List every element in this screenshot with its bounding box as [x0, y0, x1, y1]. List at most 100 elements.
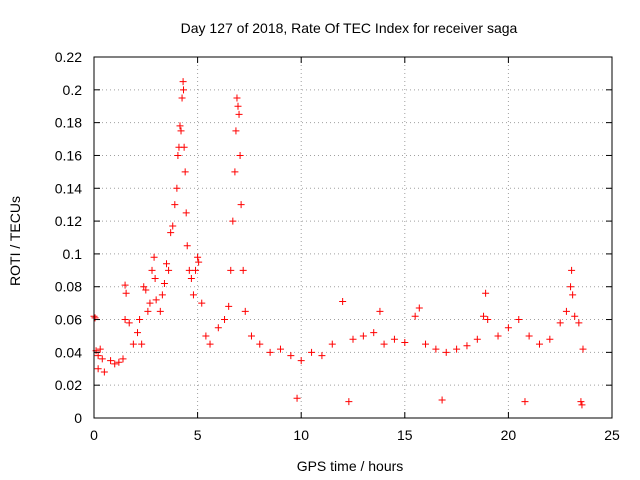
data-point [179, 78, 187, 86]
data-point [185, 266, 193, 274]
data-point [233, 94, 241, 102]
data-point [376, 307, 384, 315]
data-point [181, 168, 189, 176]
tick-labels: 0 5 10 15 20 25 0 0.02 0.04 0.06 0.08 0.1 0.12 0.14 0.… [55, 49, 620, 443]
data-point [100, 368, 108, 376]
data-point [239, 266, 247, 274]
data-point [297, 357, 305, 365]
y-axis-label: ROTI / TECUs [7, 196, 23, 286]
data-point [328, 340, 336, 348]
data-point [578, 401, 586, 409]
x-tick-label: 25 [604, 427, 620, 443]
data-point [237, 201, 245, 209]
data-point [390, 335, 398, 343]
data-point [221, 316, 229, 324]
data-point [482, 289, 490, 297]
data-point [577, 398, 585, 406]
data-point [152, 296, 160, 304]
data-point [187, 275, 195, 283]
data-point [195, 258, 203, 266]
data-point [473, 335, 481, 343]
data-point [94, 352, 102, 360]
y-tick-label: 0.02 [55, 377, 82, 393]
data-point [229, 217, 237, 225]
x-axis-label: GPS time / hours [297, 458, 404, 474]
data-point [115, 358, 123, 366]
x-tick-label: 5 [194, 427, 202, 443]
data-point [432, 345, 440, 353]
data-point [339, 297, 347, 305]
data-point [202, 332, 210, 340]
data-point [158, 291, 166, 299]
data-point [227, 266, 235, 274]
y-tick-label: 0.16 [55, 147, 82, 163]
data-point [91, 314, 99, 322]
data-point [380, 340, 388, 348]
data-point [568, 266, 576, 274]
data-point [521, 398, 529, 406]
data-point [121, 281, 129, 289]
data-point [453, 345, 461, 353]
data-point [171, 201, 179, 209]
data-point [138, 340, 146, 348]
data-point [569, 291, 577, 299]
x-tick-label: 0 [90, 427, 98, 443]
data-point [247, 332, 255, 340]
axis-ticks [93, 56, 613, 419]
x-tick-label: 20 [501, 427, 517, 443]
data-point [189, 291, 197, 299]
data-point [134, 329, 142, 337]
data-point [180, 143, 188, 151]
data-point [287, 352, 295, 360]
data-point [150, 253, 158, 261]
y-tick-label: 0 [74, 410, 82, 426]
y-tick-label: 0.04 [55, 344, 82, 360]
data-point [119, 355, 127, 363]
data-point [192, 266, 200, 274]
data-points [90, 78, 587, 409]
data-point [142, 286, 150, 294]
data-point [144, 307, 152, 315]
data-point [349, 335, 357, 343]
data-point [422, 340, 430, 348]
data-point [256, 340, 264, 348]
data-point [183, 242, 191, 250]
data-point [96, 345, 104, 353]
y-tick-label: 0.2 [63, 82, 83, 98]
y-tick-label: 0.1 [63, 246, 83, 262]
data-point [121, 316, 129, 324]
data-point [484, 316, 492, 324]
data-point [178, 94, 186, 102]
data-point [411, 312, 419, 320]
data-point [442, 348, 450, 356]
data-point [525, 332, 533, 340]
data-point [579, 345, 587, 353]
y-tick-label: 0.06 [55, 312, 82, 328]
data-point [546, 335, 554, 343]
x-tick-label: 10 [293, 427, 309, 443]
data-point [241, 307, 249, 315]
y-tick-label: 0.22 [55, 49, 82, 65]
chart-title: Day 127 of 2018, Rate Of TEC Index for r… [181, 20, 518, 36]
plot-frame [93, 56, 613, 419]
x-tick-label: 15 [397, 427, 413, 443]
data-point [318, 352, 326, 360]
data-point [562, 307, 570, 315]
data-point [194, 253, 202, 261]
data-point [160, 279, 168, 287]
data-point [575, 319, 583, 327]
data-point [198, 299, 206, 307]
data-point [494, 332, 502, 340]
data-point [163, 260, 171, 268]
data-point [308, 348, 316, 356]
data-point [556, 319, 564, 327]
data-point [232, 127, 240, 135]
data-point [129, 340, 137, 348]
data-point [415, 304, 423, 312]
data-point [401, 339, 409, 347]
y-tick-label: 0.14 [55, 180, 82, 196]
data-point [515, 316, 523, 324]
data-point [480, 312, 488, 320]
